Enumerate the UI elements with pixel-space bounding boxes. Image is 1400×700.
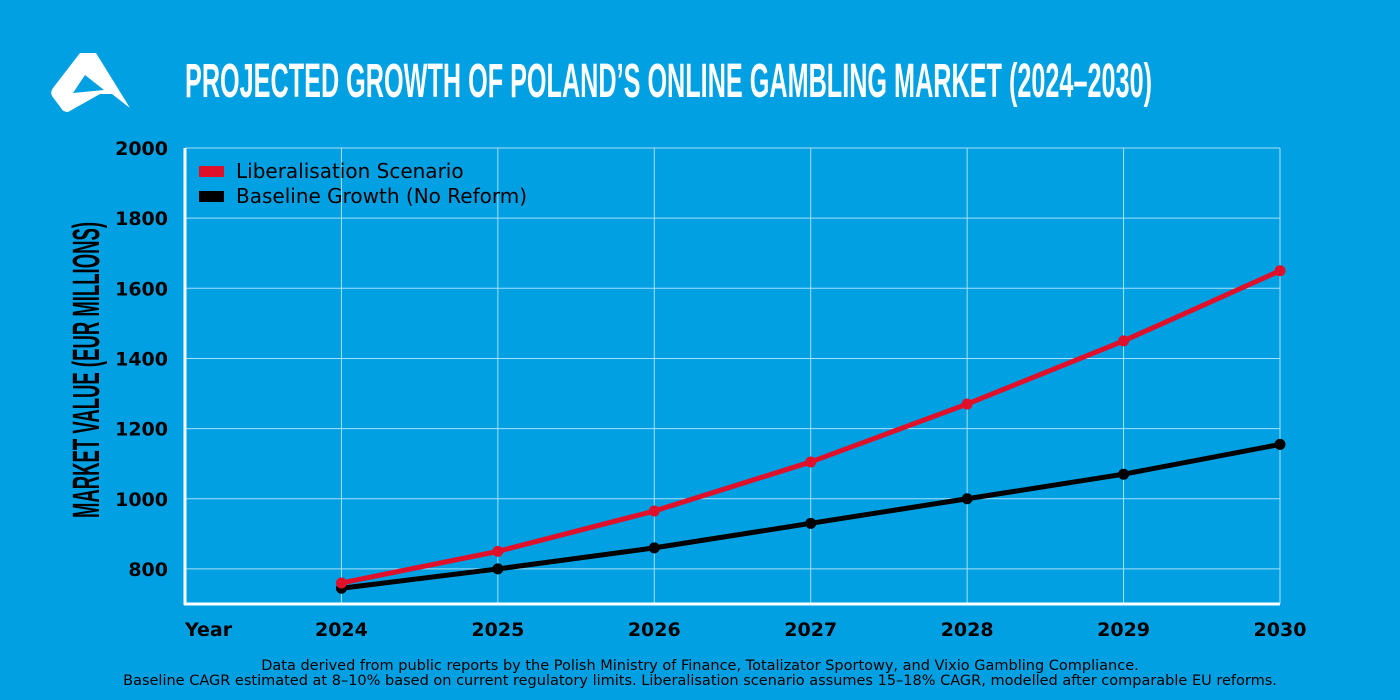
x-tick-label: 2029 — [1097, 619, 1150, 641]
y-tick-label: 1000 — [115, 489, 168, 511]
x-tick-label: 2026 — [628, 619, 681, 641]
legend-swatch — [199, 191, 224, 202]
data-point — [492, 545, 504, 557]
chart-title: PROJECTED GROWTH OF POLAND’S ONLINE GAMB… — [185, 55, 1152, 108]
data-point — [961, 493, 973, 505]
x-tick-label: 2030 — [1254, 619, 1307, 641]
legend-label: Baseline Growth (No Reform) — [236, 184, 527, 208]
grid — [185, 147, 1281, 604]
data-point — [1274, 438, 1286, 450]
data-point — [1274, 265, 1286, 277]
data-point — [961, 398, 973, 410]
data-point — [335, 577, 347, 589]
data-point — [648, 505, 660, 517]
y-axis-label: MARKET VALUE (EUR MILLIONS) — [66, 222, 108, 518]
x-tick-label: 2028 — [941, 619, 994, 641]
legend-label: Liberalisation Scenario — [236, 159, 464, 183]
x-tick-label: 2024 — [315, 619, 368, 641]
y-tick-label: 1200 — [115, 419, 168, 441]
y-tick-label: 2000 — [115, 138, 168, 160]
series-lines — [335, 265, 1286, 594]
data-point — [1118, 335, 1130, 347]
x-tick-label: 2025 — [471, 619, 524, 641]
legend-swatch — [199, 166, 224, 177]
data-point — [805, 456, 817, 468]
data-point — [1118, 468, 1130, 480]
footnote-line-1: Data derived from public reports by the … — [261, 658, 1138, 674]
data-point — [648, 542, 660, 554]
y-tick-label: 1800 — [115, 208, 168, 230]
footnote-line-2: Baseline CAGR estimated at 8–10% based o… — [123, 673, 1277, 689]
logo-icon — [51, 53, 131, 112]
y-tick-label: 1400 — [115, 348, 168, 370]
axes — [183, 148, 1280, 606]
data-point — [492, 563, 504, 575]
x-tick-label: 2027 — [784, 619, 837, 641]
data-point — [805, 517, 817, 529]
y-tick-label: 1600 — [115, 278, 168, 300]
y-tick-label: 800 — [128, 559, 168, 581]
tick-labels: 800 1000 1200 1400 1600 1800 2000 2024 2025 2026 2… — [115, 138, 1306, 641]
x-axis-label: Year — [184, 619, 233, 641]
